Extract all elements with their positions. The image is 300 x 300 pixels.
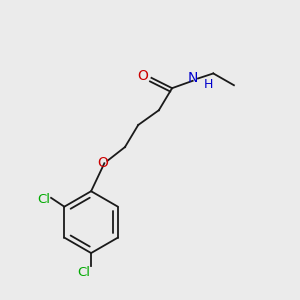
Text: O: O <box>98 156 108 170</box>
Text: H: H <box>204 78 214 91</box>
Text: Cl: Cl <box>37 193 50 206</box>
Text: N: N <box>188 71 198 85</box>
Text: O: O <box>137 69 148 83</box>
Text: Cl: Cl <box>77 266 90 279</box>
